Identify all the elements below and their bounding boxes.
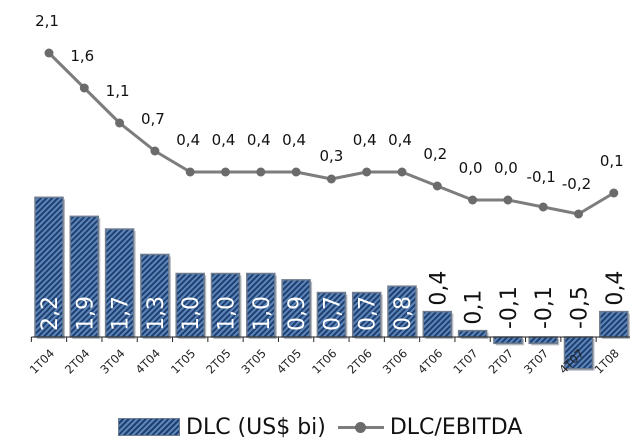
line-point	[609, 188, 619, 198]
bar	[316, 291, 347, 338]
legend: DLC (US$ bi) DLC/EBITDA	[118, 412, 522, 442]
x-tick-label: 1T04	[27, 346, 57, 376]
line-point	[256, 167, 266, 177]
bar	[387, 285, 417, 338]
line-value-labels: 2,1 1,6 1,1 0,7 0,4 0,4 0,4 0,4 0,3 0,4 0,4 0,2 0,0 0…	[35, 12, 624, 193]
legend-bar-swatch	[118, 418, 180, 436]
bar-value-label: 0,7	[320, 296, 345, 331]
x-tick-label: 3T05	[239, 346, 269, 376]
bar-value-label: -0,1	[497, 286, 522, 329]
bar	[246, 272, 276, 338]
bar	[599, 310, 629, 338]
line-value-label: 0,0	[494, 159, 518, 177]
x-tick-label: 2T07	[486, 346, 516, 376]
line-point	[44, 48, 54, 58]
bar-value-label: 0,7	[356, 296, 381, 331]
bar	[140, 253, 170, 338]
line-value-label: 0,3	[319, 147, 343, 165]
bar-value-label: 1,0	[250, 296, 275, 331]
bar	[457, 329, 488, 338]
line-value-label: 0,4	[176, 131, 200, 149]
bar	[281, 279, 311, 338]
line-value-label: -0,1	[527, 168, 556, 186]
line-path	[47, 51, 615, 216]
line-value-label: -0,2	[562, 175, 591, 193]
line-value-label: 0,4	[388, 131, 412, 149]
x-tick-label: 4T04	[133, 346, 163, 376]
bar	[210, 272, 241, 338]
bar	[69, 215, 100, 338]
bar-series	[34, 196, 630, 371]
bar-value-label: -0,1	[532, 286, 557, 329]
bar	[528, 336, 558, 345]
line-value-label: 1,6	[70, 47, 94, 65]
bar-value-label: 0,4	[603, 271, 628, 306]
line-point	[79, 83, 89, 93]
line-point	[397, 167, 407, 177]
line-value-label: 0,4	[247, 131, 271, 149]
x-tick-label: 3T07	[521, 346, 551, 376]
line-point	[503, 195, 513, 205]
bar-value-label: 1,9	[73, 296, 98, 331]
line-value-label: 2,1	[35, 12, 59, 30]
bar	[563, 336, 594, 370]
x-tick-label: 2T05	[203, 346, 233, 376]
x-tick-label: 4T05	[274, 346, 304, 376]
line-value-label: 0,1	[600, 152, 624, 170]
x-tick-label: 2T04	[62, 346, 92, 376]
legend-label-bar: DLC (US$ bi)	[186, 414, 326, 440]
legend-line-swatch	[337, 419, 384, 435]
x-tick-label: 2T06	[344, 346, 374, 376]
bar-value-label: 1,0	[179, 296, 204, 331]
line-point	[150, 146, 160, 156]
x-tick-label: 4T06	[415, 346, 445, 376]
line-point	[291, 167, 301, 177]
bar-value-label: 2,2	[38, 296, 63, 331]
line-value-label: 0,4	[282, 131, 306, 149]
line-series	[44, 48, 619, 219]
bar	[493, 336, 523, 345]
line-point	[538, 202, 548, 212]
bar-value-label: -0,5	[568, 286, 593, 329]
bar-value-label: 0,4	[426, 271, 451, 306]
x-tick-label: 1T05	[168, 346, 198, 376]
x-tick-label: 1T08	[592, 346, 622, 376]
line-value-label: 0,4	[353, 131, 377, 149]
x-tick-label: 3T06	[380, 346, 410, 376]
bar-value-label: 1,3	[144, 296, 169, 331]
x-tick-label: 1T07	[450, 346, 480, 376]
line-point	[221, 167, 230, 177]
line-value-label: 0,7	[141, 110, 165, 128]
bar-value-label: 0,1	[462, 290, 487, 325]
line-point	[115, 118, 125, 128]
bar-value-label: 1,0	[215, 296, 240, 331]
line-point	[432, 181, 442, 191]
line-point	[574, 209, 583, 219]
line-value-label: 0,2	[423, 145, 447, 163]
bar	[34, 196, 64, 338]
bar-value-label: 1,7	[109, 296, 134, 331]
line-point	[468, 195, 478, 205]
line-value-label: 0,4	[212, 131, 236, 149]
legend-label-line: DLC/EBITDA	[389, 414, 523, 440]
line-point	[185, 167, 195, 177]
line-point	[362, 167, 372, 177]
bar	[351, 291, 382, 338]
line-point	[326, 174, 336, 184]
bar	[422, 310, 453, 338]
line-value-label: 1,1	[106, 82, 130, 100]
x-tick-label: 3T04	[97, 346, 127, 376]
x-tick-label: 1T06	[309, 346, 339, 376]
bar-value-label: 0,9	[285, 296, 310, 331]
line-value-label: 0,0	[459, 159, 483, 177]
bar-value-labels: 2,2 1,9 1,7 1,3 1,0 1,0 1,0 0,9 0,7 0,7 0,80,40,1-…	[38, 271, 628, 331]
bar-value-label: 0,8	[391, 296, 416, 331]
